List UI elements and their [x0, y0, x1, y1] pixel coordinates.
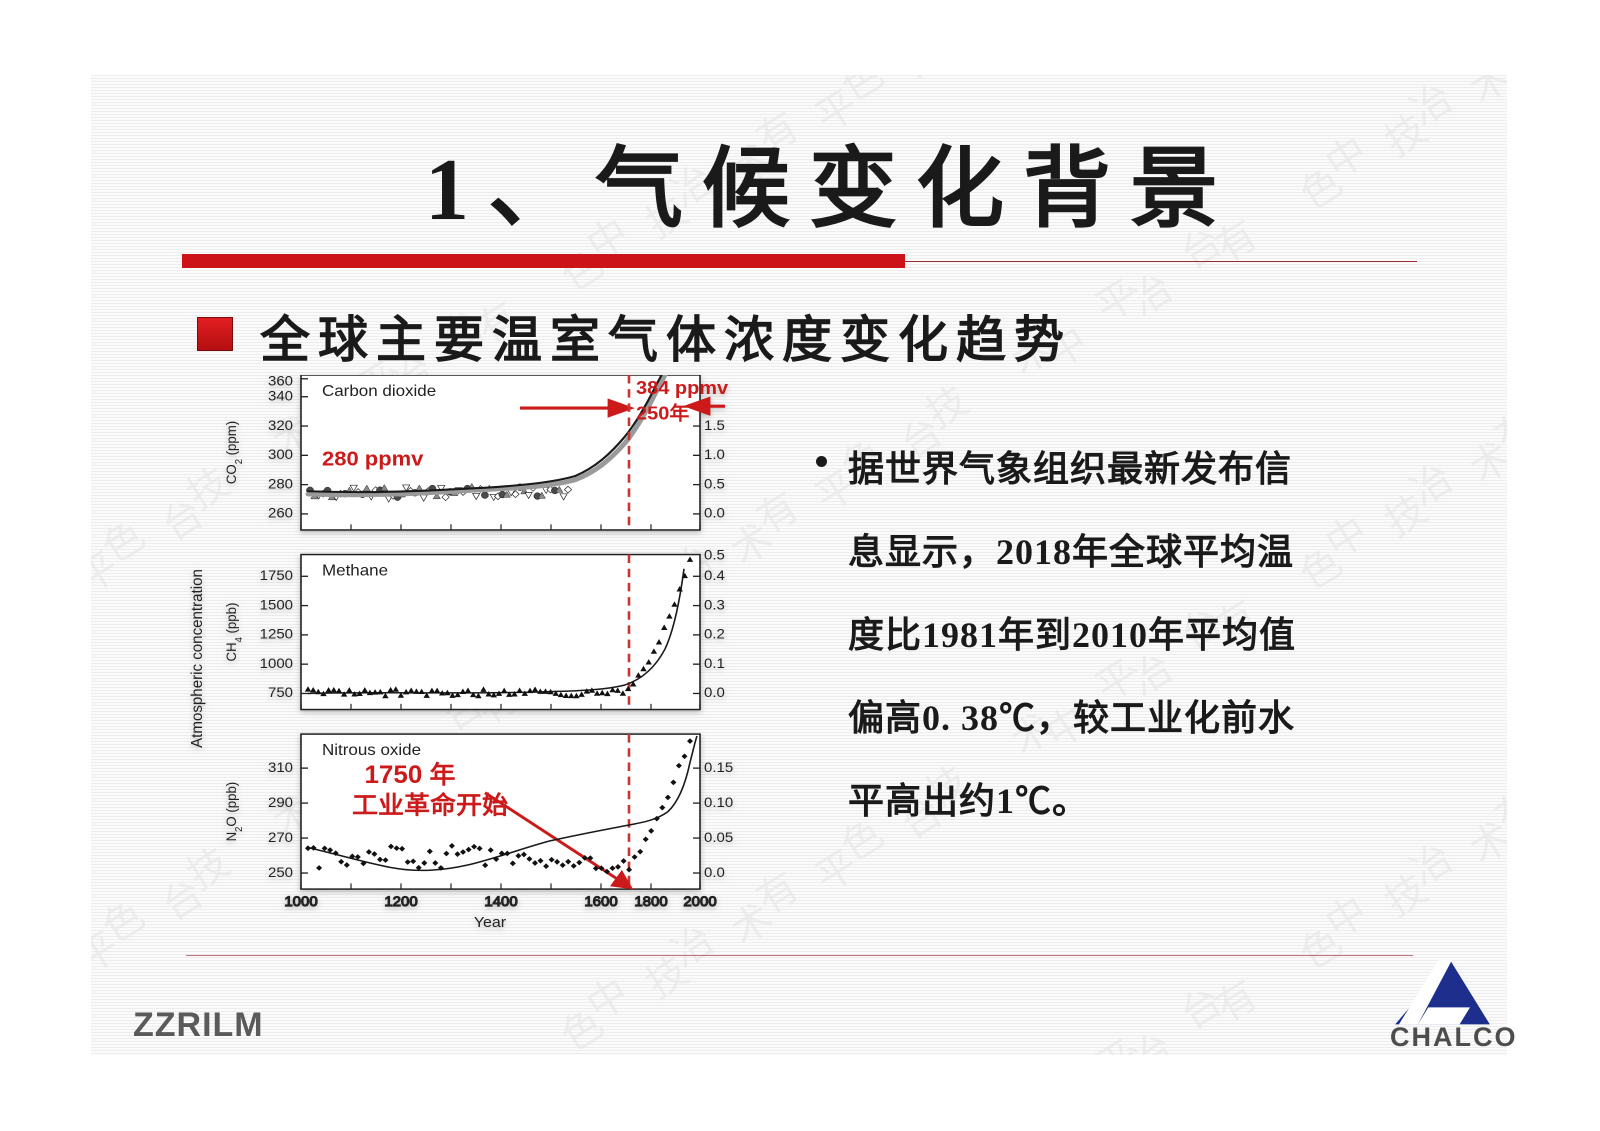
svg-text:750: 750 — [268, 686, 293, 702]
svg-text:1000: 1000 — [284, 894, 317, 910]
svg-text:0.0: 0.0 — [704, 865, 725, 881]
svg-text:Atmospheric concentration: Atmospheric concentration — [190, 569, 206, 748]
svg-text:280: 280 — [268, 477, 293, 493]
svg-text:1500: 1500 — [260, 598, 293, 614]
svg-text:0.15: 0.15 — [704, 760, 733, 776]
svg-text:Carbon dioxide: Carbon dioxide — [322, 381, 436, 399]
svg-text:0.0: 0.0 — [704, 506, 725, 522]
svg-text:2000: 2000 — [683, 894, 716, 910]
svg-text:290: 290 — [268, 795, 293, 811]
svg-text:340: 340 — [268, 389, 293, 405]
svg-text:0.3: 0.3 — [704, 598, 725, 614]
svg-text:工业革命开始: 工业革命开始 — [352, 791, 509, 819]
svg-text:0.10: 0.10 — [704, 795, 733, 811]
svg-text:1000: 1000 — [260, 656, 293, 672]
svg-text:1750 年: 1750 年 — [364, 761, 455, 789]
svg-text:300: 300 — [268, 447, 293, 463]
svg-text:1400: 1400 — [484, 894, 517, 910]
svg-text:0.1: 0.1 — [704, 656, 725, 672]
svg-text:0.5: 0.5 — [704, 477, 725, 493]
svg-text:270: 270 — [268, 830, 293, 846]
svg-text:1250: 1250 — [260, 627, 293, 643]
svg-text:1600: 1600 — [584, 894, 617, 910]
svg-text:310: 310 — [268, 760, 293, 776]
svg-text:1200: 1200 — [384, 894, 417, 910]
svg-text:1800: 1800 — [634, 894, 667, 910]
svg-text:0.4: 0.4 — [704, 568, 725, 584]
svg-text:Year: Year — [474, 914, 506, 931]
svg-text:360: 360 — [268, 375, 293, 389]
svg-text:1.0: 1.0 — [704, 447, 725, 463]
svg-text:384 ppmv: 384 ppmv — [636, 377, 728, 398]
svg-text:0.05: 0.05 — [704, 830, 733, 846]
svg-text:0.5: 0.5 — [704, 548, 725, 564]
svg-text:250: 250 — [268, 865, 293, 881]
svg-text:250年: 250年 — [636, 402, 689, 424]
svg-text:Nitrous oxide: Nitrous oxide — [322, 740, 421, 758]
svg-text:1750: 1750 — [260, 568, 293, 584]
svg-text:260: 260 — [268, 506, 293, 522]
svg-text:1.5: 1.5 — [704, 418, 725, 434]
svg-text:320: 320 — [268, 418, 293, 434]
svg-text:0.2: 0.2 — [704, 627, 725, 643]
svg-text:0.0: 0.0 — [704, 686, 725, 702]
svg-text:Methane: Methane — [322, 561, 388, 579]
svg-text:280 ppmv: 280 ppmv — [322, 447, 424, 470]
